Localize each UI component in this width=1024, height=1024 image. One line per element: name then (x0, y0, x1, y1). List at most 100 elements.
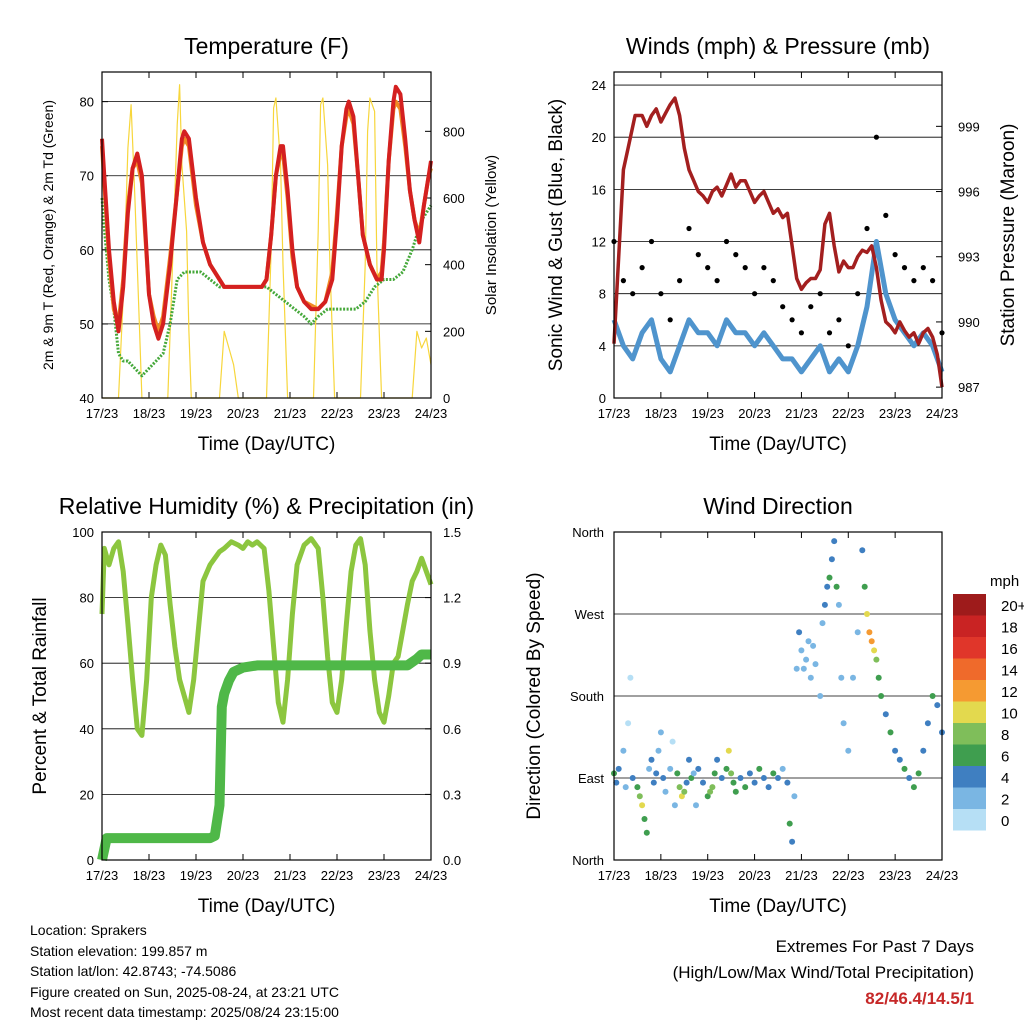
direction-point (786, 820, 793, 827)
direction-point (700, 779, 706, 786)
direction-point (807, 674, 814, 681)
direction-point (859, 547, 866, 554)
direction-point (686, 756, 692, 763)
direction-point (833, 583, 840, 590)
direction-point (629, 775, 636, 781)
gust-point (826, 330, 833, 336)
y-tick-label: 50 (80, 317, 94, 332)
y-right-tick-label: 200 (443, 324, 465, 339)
direction-point (779, 765, 786, 772)
direction-point (896, 756, 903, 763)
direction-point (688, 775, 695, 781)
gust-point (855, 291, 861, 297)
gust-point (836, 317, 842, 323)
direction-point (723, 765, 730, 772)
gust-point (789, 317, 795, 323)
x-tick-label: 23/23 (368, 406, 401, 421)
y-tick-label: 12 (592, 235, 606, 250)
direction-point (760, 775, 767, 781)
direction-point (850, 674, 856, 681)
legend-label: 16 (1001, 641, 1018, 658)
x-tick-label: 17/23 (86, 868, 119, 883)
legend-swatch (953, 594, 986, 616)
y-tick-label: North (572, 853, 604, 868)
gust-point (733, 252, 739, 258)
direction-point (690, 770, 697, 777)
direction-point (669, 738, 676, 745)
y-right-tick-label: 990 (958, 315, 980, 330)
legend-label: 14 (1001, 663, 1018, 680)
x-tick-label: 21/23 (274, 868, 307, 883)
extremes-value: 82/46.4/14.5/1 (865, 989, 974, 1008)
direction-point (746, 770, 753, 777)
direction-point (765, 784, 772, 791)
y-tick-label: 4 (599, 339, 606, 354)
direction-point (784, 779, 791, 786)
legend-swatch (953, 787, 986, 809)
chart-panel-4: Wind Direction 17/23 18/23 19/23 20/23 21/23 2… (524, 493, 1024, 917)
legend-swatch (953, 615, 986, 637)
direction-point (824, 583, 831, 590)
gust-point (639, 265, 645, 271)
direction-point (662, 788, 669, 795)
y-right-tick-label: 600 (443, 191, 465, 206)
y-tick-label: 0 (599, 391, 606, 406)
y-tick-label: 20 (592, 130, 606, 145)
direction-point (613, 779, 620, 786)
gust-point (630, 291, 636, 297)
y-tick-label: 80 (80, 95, 94, 110)
y-tick-label: 40 (80, 391, 94, 406)
direction-point (838, 674, 845, 681)
gust-point (808, 304, 814, 310)
direction-point (812, 661, 819, 668)
y-right-tick-label: 400 (443, 258, 465, 273)
y-right-tick-label: 996 (958, 185, 980, 200)
y-tick-label: 0 (87, 853, 94, 868)
direction-point (864, 611, 870, 617)
x-tick-label: 23/23 (879, 868, 912, 883)
direction-point (835, 601, 842, 608)
y-right-tick-label: 987 (958, 380, 980, 395)
y-axis-label: Sonic Wind & Gust (Blue, Black) (546, 99, 567, 371)
gust-point (723, 238, 730, 245)
direction-point (810, 642, 817, 649)
direction-point (622, 784, 629, 791)
direction-point (646, 765, 653, 772)
y-tick-label: North (572, 525, 604, 540)
direction-point (845, 747, 852, 754)
y-tick-label: 8 (599, 287, 606, 302)
direction-point (625, 720, 632, 727)
extremes-box: Extremes For Past 7 Days (High/Low/Max W… (673, 934, 974, 1012)
direction-point (714, 756, 721, 763)
x-tick-label: 22/23 (321, 868, 354, 883)
gust-point (761, 265, 767, 271)
direction-point (756, 765, 763, 772)
direction-point (840, 720, 847, 727)
gust-point (714, 278, 720, 284)
legend-label: 6 (1001, 749, 1009, 766)
direction-point (695, 765, 702, 772)
direction-point (915, 770, 922, 777)
legend-label: 8 (1001, 727, 1009, 744)
series-line-relative-humidity (99, 536, 434, 738)
gust-point (892, 252, 898, 258)
direction-point (683, 779, 690, 786)
chart-panel-1: Temperature (F) 17/23 18/23 19/23 20/23 21/23… (40, 33, 500, 455)
legend-swatch (953, 680, 986, 702)
direction-point (732, 788, 739, 795)
y-tick-label: 70 (80, 169, 94, 184)
direction-point (657, 729, 664, 736)
x-tick-label: 20/23 (227, 406, 260, 421)
direction-point (742, 784, 749, 791)
elevation-text: Station elevation: 199.857 m (30, 942, 208, 959)
legend-label: 10 (1001, 706, 1018, 723)
direction-point (901, 765, 908, 772)
x-tick-label: 20/23 (227, 868, 260, 883)
y-tick-label: South (570, 689, 604, 704)
gust-point (901, 265, 908, 271)
gust-point (705, 265, 711, 271)
x-tick-label: 20/23 (738, 406, 771, 421)
legend-swatch (953, 701, 986, 723)
x-tick-label: 17/23 (598, 406, 631, 421)
direction-point (667, 765, 674, 772)
